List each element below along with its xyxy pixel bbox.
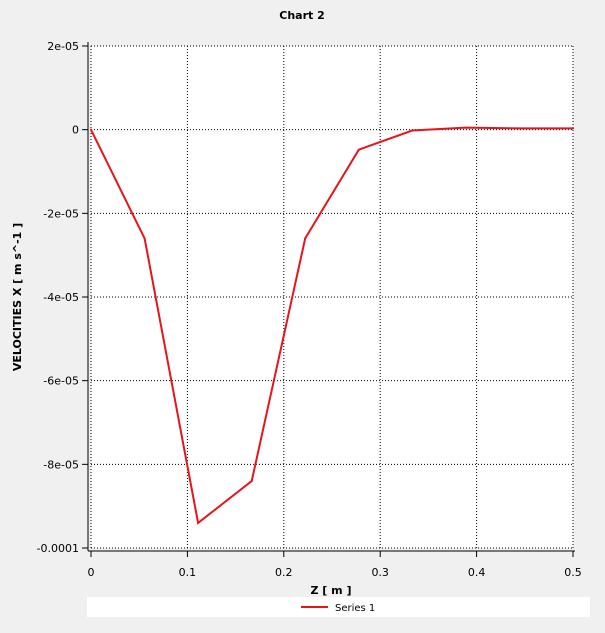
data-point [572,127,574,130]
y-axis-label: VELOCITIES X [ m s^-1 ] [11,223,24,371]
y-tick-label: -2e-05 [43,207,79,220]
x-tick-label: 0.1 [179,566,197,579]
x-tick-label: 0.3 [371,566,389,579]
data-point [464,126,467,129]
y-tick-label: 2e-05 [47,40,79,53]
data-point [250,480,253,483]
x-tick-label: 0 [88,566,95,579]
x-tick-label: 0.5 [564,566,582,579]
series-line-1 [90,126,573,525]
y-tick-label: -8e-05 [43,458,79,471]
y-tick-label: -6e-05 [43,375,79,388]
data-point [518,127,521,130]
axes: 0 0.1 0.2 0.3 0.4 0.5 2e-05 0 -2e-05 -4e-05 -6e-05… [37,40,582,579]
y-tick-label: -0.0001 [37,542,79,555]
data-point [411,129,414,132]
data-point [304,237,307,240]
x-tick-label: 0.4 [468,566,486,579]
x-tick-label: 0.2 [275,566,293,579]
y-tick-label: 0 [72,124,79,137]
legend-label-series-1: Series 1 [335,603,375,614]
data-point [143,237,146,240]
legend: Series 1 [87,597,590,617]
series-layer [90,126,574,525]
data-point [90,128,92,131]
legend-box [87,597,590,617]
x-axis-label: Z [ m ] [311,584,352,597]
data-point [357,148,360,151]
y-tick-label: -4e-05 [43,291,79,304]
grid [90,45,574,549]
chart-title: Chart 2 [279,9,325,22]
data-point [197,521,200,524]
